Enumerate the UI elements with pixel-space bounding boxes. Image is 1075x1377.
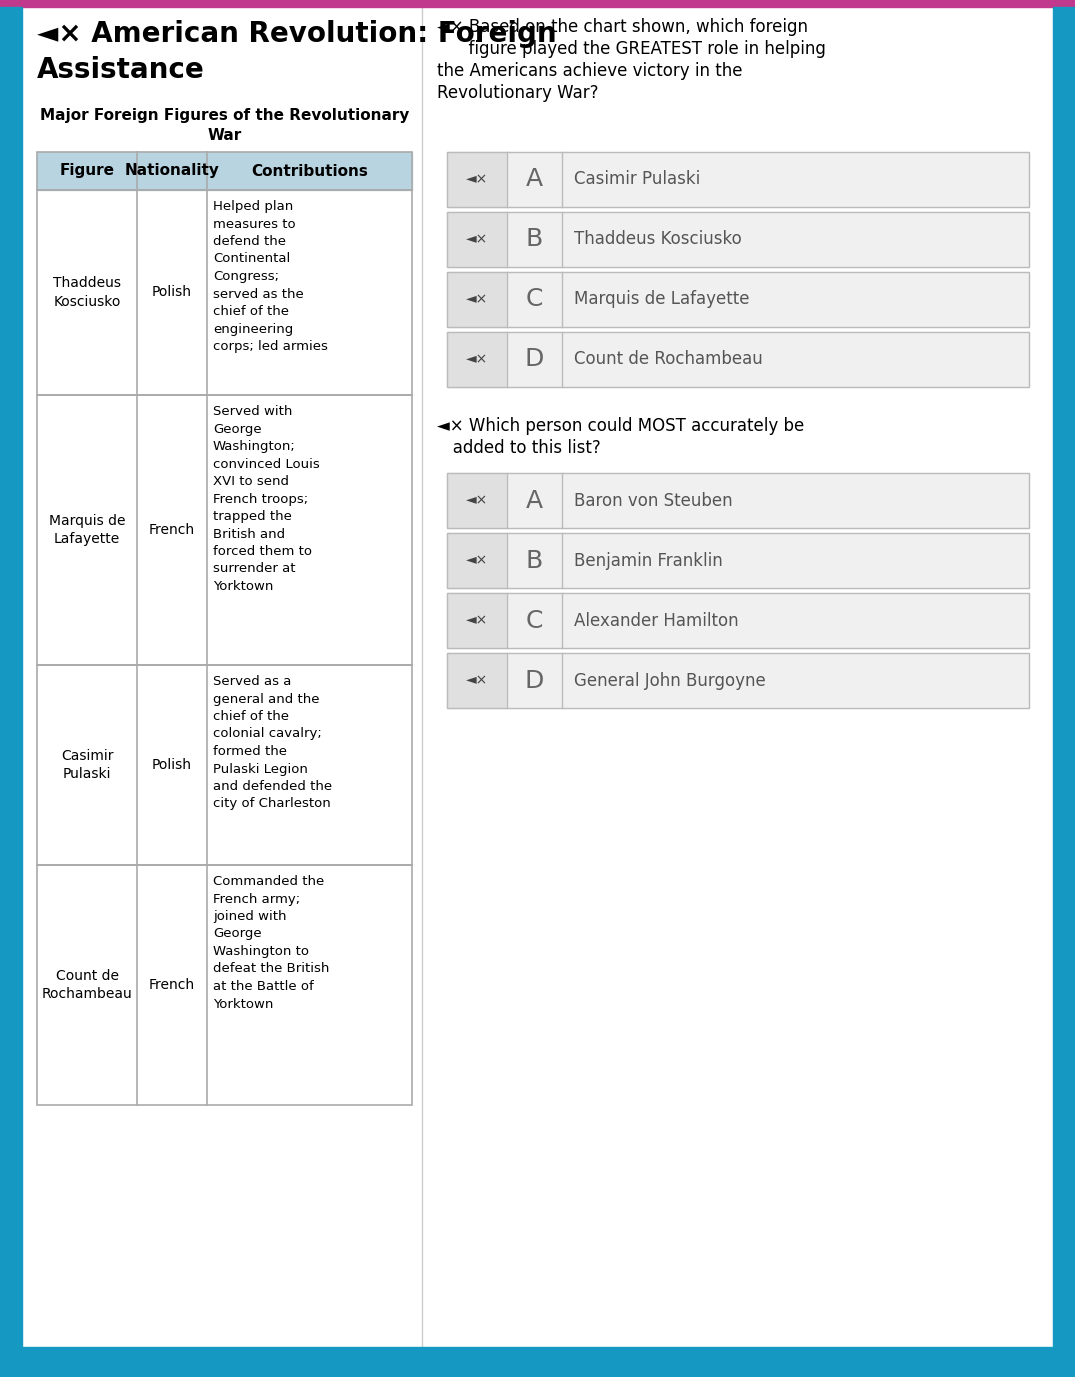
Text: ◄×: ◄×	[465, 614, 488, 628]
Text: Marquis de
Lafayette: Marquis de Lafayette	[48, 514, 126, 547]
Text: ◄×: ◄×	[465, 353, 488, 366]
Text: Contributions: Contributions	[252, 164, 368, 179]
Text: Casimir Pulaski: Casimir Pulaski	[574, 171, 700, 189]
Bar	[37, 190, 412, 395]
Bar	[447, 273, 1029, 326]
Text: Casimir
Pulaski: Casimir Pulaski	[61, 749, 113, 781]
Bar	[37, 151, 412, 190]
Text: ◄×: ◄×	[465, 554, 488, 567]
Bar	[447, 533, 507, 588]
Text: figure played the GREATEST role in helping: figure played the GREATEST role in helpi…	[438, 40, 826, 58]
Text: Nationality: Nationality	[125, 164, 219, 179]
Bar	[507, 593, 1029, 649]
Text: added to this list?: added to this list?	[438, 439, 601, 457]
Text: Thaddeus
Kosciusko: Thaddeus Kosciusko	[53, 277, 121, 308]
Text: Polish: Polish	[152, 285, 192, 300]
Bar	[37, 665, 412, 865]
Text: ◄×: ◄×	[465, 233, 488, 246]
Text: French: French	[149, 978, 195, 991]
Bar	[447, 151, 507, 207]
Text: Polish: Polish	[152, 757, 192, 772]
Bar	[37, 395, 412, 665]
Text: Thaddeus Kosciusko: Thaddeus Kosciusko	[574, 230, 742, 248]
Text: Revolutionary War?: Revolutionary War?	[438, 84, 599, 102]
Bar	[37, 151, 412, 190]
Text: Served as a
general and the
chief of the
colonial cavalry;
formed the
Pulaski Le: Served as a general and the chief of the…	[213, 675, 332, 811]
Bar	[507, 212, 1029, 267]
Text: ◄× Which person could MOST accurately be: ◄× Which person could MOST accurately be	[438, 417, 804, 435]
Text: Alexander Hamilton: Alexander Hamilton	[574, 611, 739, 629]
Bar	[507, 273, 1029, 326]
Text: ◄×: ◄×	[465, 172, 488, 186]
Text: C: C	[526, 288, 543, 311]
Text: A: A	[526, 489, 543, 512]
Bar	[37, 865, 412, 1104]
Bar	[447, 212, 1029, 267]
Bar	[447, 653, 1029, 708]
Bar	[447, 332, 1029, 387]
Bar	[507, 332, 1029, 387]
Bar	[22, 1347, 1054, 1377]
Text: Commanded the
French army;
joined with
George
Washington to
defeat the British
a: Commanded the French army; joined with G…	[213, 874, 329, 1011]
Bar	[447, 273, 507, 326]
Bar	[507, 151, 1029, 207]
Bar	[447, 332, 507, 387]
Text: Baron von Steuben: Baron von Steuben	[574, 492, 733, 509]
Text: D: D	[525, 668, 544, 693]
Text: B: B	[526, 227, 543, 252]
Text: French: French	[149, 523, 195, 537]
Text: Helped plan
measures to
defend the
Continental
Congress;
served as the
chief of : Helped plan measures to defend the Conti…	[213, 200, 328, 353]
Text: Figure: Figure	[59, 164, 115, 179]
Bar	[37, 665, 412, 865]
Bar	[0, 7, 22, 1377]
Text: Major Foreign Figures of the Revolutionary
War: Major Foreign Figures of the Revolutiona…	[40, 107, 410, 143]
Bar	[447, 593, 1029, 649]
Text: ◄×: ◄×	[465, 493, 488, 508]
Text: ◄×: ◄×	[465, 292, 488, 307]
Bar	[507, 653, 1029, 708]
Bar	[447, 212, 507, 267]
Bar	[447, 474, 1029, 527]
Text: B: B	[526, 548, 543, 573]
Text: D: D	[525, 347, 544, 372]
Text: the Americans achieve victory in the: the Americans achieve victory in the	[438, 62, 743, 80]
Text: ◄×: ◄×	[465, 673, 488, 687]
Text: ◄× Based on the chart shown, which foreign: ◄× Based on the chart shown, which forei…	[438, 18, 808, 36]
Bar	[507, 533, 1029, 588]
Bar	[37, 395, 412, 665]
Bar	[447, 474, 507, 527]
Text: Served with
George
Washington;
convinced Louis
XVI to send
French troops;
trappe: Served with George Washington; convinced…	[213, 405, 319, 593]
Bar	[37, 865, 412, 1104]
Bar	[507, 474, 1029, 527]
Text: Marquis de Lafayette: Marquis de Lafayette	[574, 291, 749, 308]
Text: C: C	[526, 609, 543, 632]
Text: General John Burgoyne: General John Burgoyne	[574, 672, 765, 690]
Text: A: A	[526, 168, 543, 191]
Bar	[1054, 7, 1075, 1377]
Text: ◄× American Revolution: Foreign
Assistance: ◄× American Revolution: Foreign Assistan…	[37, 21, 557, 84]
Text: Count de
Rochambeau: Count de Rochambeau	[42, 969, 132, 1001]
Text: Count de Rochambeau: Count de Rochambeau	[574, 351, 763, 369]
Bar	[447, 533, 1029, 588]
Bar	[447, 653, 507, 708]
Bar	[37, 190, 412, 395]
Text: Benjamin Franklin: Benjamin Franklin	[574, 552, 722, 570]
Bar	[447, 593, 507, 649]
Bar	[447, 151, 1029, 207]
Bar	[0, 0, 1075, 7]
